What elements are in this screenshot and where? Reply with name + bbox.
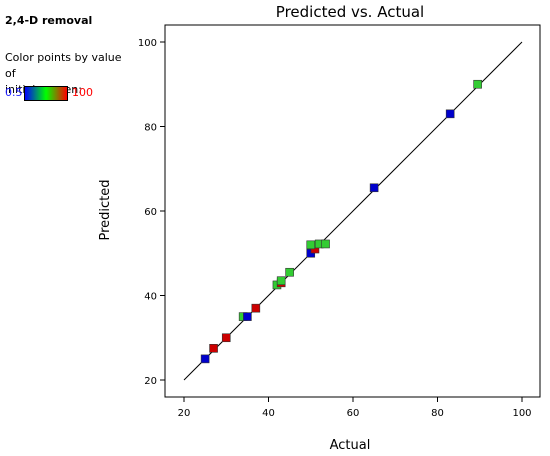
y-tick-label: 80 (144, 123, 157, 134)
axis-ticks: 20 40 60 80 100 20 40 60 80 100 (138, 38, 532, 419)
chart-title: Predicted vs. Actual (276, 3, 424, 21)
data-point (243, 312, 252, 321)
data-point (251, 303, 261, 313)
color-legend-caption-line1: Color points by value of (5, 51, 122, 80)
y-axis-label: Predicted (98, 179, 113, 240)
x-tick-label: 100 (512, 408, 531, 419)
data-point (276, 276, 286, 286)
x-tick-label: 20 (178, 408, 191, 419)
x-axis-label: Actual (330, 438, 371, 453)
y-tick-label: 40 (144, 292, 157, 303)
response-name: 2,4-D removal (5, 14, 93, 27)
data-point (473, 79, 482, 89)
data-point (321, 239, 330, 249)
data-point (200, 354, 210, 364)
x-tick-label: 40 (262, 408, 275, 419)
data-point (306, 240, 316, 250)
color-scale-bar (24, 86, 68, 101)
data-point (221, 333, 231, 343)
data-points (200, 79, 482, 364)
y-tick-label: 20 (144, 376, 157, 387)
reference-line (183, 41, 523, 381)
y-tick-label: 100 (138, 38, 157, 49)
data-point (285, 267, 294, 277)
color-scale-min: 0.5 (5, 86, 23, 99)
x-tick-label: 60 (347, 408, 360, 419)
x-tick-label: 80 (431, 408, 444, 419)
data-point (445, 109, 455, 119)
data-point (369, 183, 379, 193)
color-scale-max: 100 (72, 86, 93, 99)
data-point (209, 344, 218, 353)
y-tick-label: 60 (144, 207, 157, 218)
